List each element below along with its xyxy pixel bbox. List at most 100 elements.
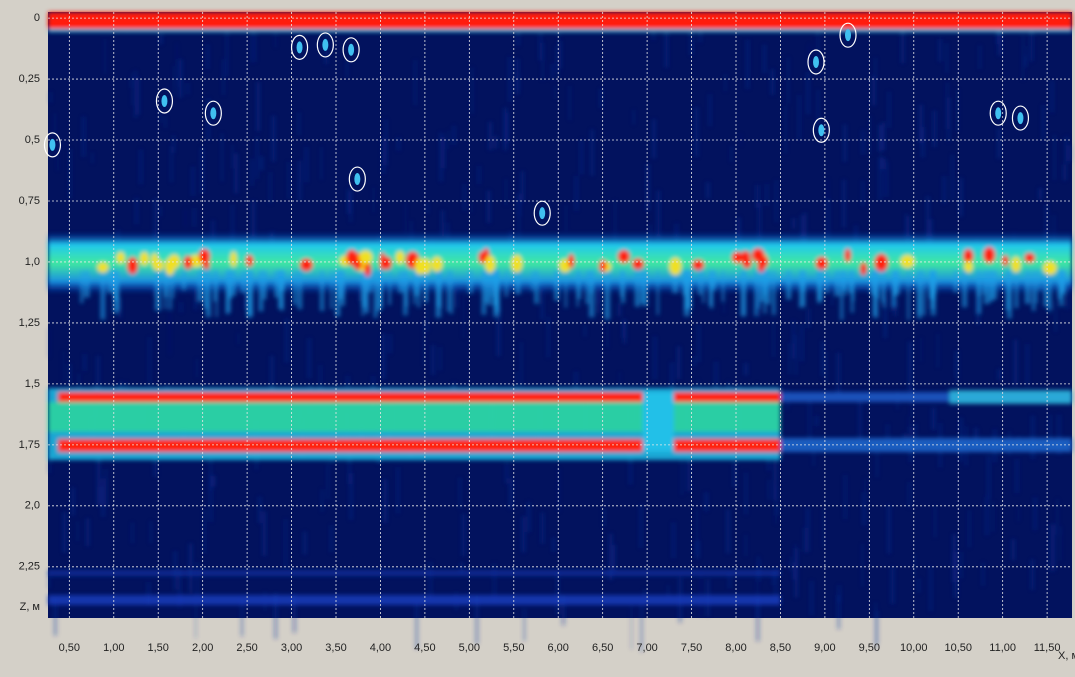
layer-streak bbox=[851, 270, 854, 313]
texture bbox=[1054, 135, 1056, 180]
texture bbox=[169, 308, 170, 355]
layer-streak bbox=[802, 270, 806, 307]
texture bbox=[795, 335, 797, 375]
layer-streak bbox=[169, 270, 172, 309]
layer-hot bbox=[692, 260, 704, 270]
x-tick-label: 2,00 bbox=[192, 642, 213, 654]
texture bbox=[1031, 416, 1034, 459]
texture bbox=[137, 77, 140, 114]
layer-streak bbox=[274, 270, 278, 298]
texture bbox=[979, 45, 981, 69]
texture bbox=[785, 106, 786, 154]
texture bbox=[955, 351, 956, 378]
layer-streak bbox=[293, 270, 297, 305]
texture bbox=[793, 562, 797, 580]
texture bbox=[951, 155, 953, 201]
texture bbox=[509, 478, 512, 508]
layer-streak bbox=[436, 270, 442, 318]
layer-streak bbox=[657, 270, 659, 315]
texture bbox=[884, 159, 886, 197]
layer-hot bbox=[184, 256, 193, 269]
texture bbox=[298, 161, 301, 201]
chart: Z, м X, м 0,501,001,502,002,503,003,504,… bbox=[0, 0, 1075, 677]
texture bbox=[1014, 340, 1018, 386]
texture bbox=[71, 487, 74, 515]
texture bbox=[959, 178, 963, 217]
texture bbox=[837, 595, 840, 629]
texture bbox=[139, 149, 142, 184]
texture bbox=[817, 28, 819, 60]
layer-streak bbox=[1038, 270, 1040, 291]
texture bbox=[590, 130, 593, 176]
x-tick-label: 0,50 bbox=[59, 642, 80, 654]
layer-streak bbox=[398, 270, 403, 293]
anomaly-spot bbox=[539, 207, 545, 219]
texture bbox=[554, 86, 555, 99]
y-tick-label: 2,0 bbox=[25, 500, 40, 512]
texture bbox=[541, 513, 544, 544]
anomaly-spot bbox=[348, 44, 354, 56]
texture bbox=[607, 314, 608, 347]
texture bbox=[633, 110, 635, 125]
texture bbox=[463, 293, 464, 338]
texture bbox=[908, 482, 910, 508]
texture bbox=[842, 180, 845, 228]
texture bbox=[639, 504, 642, 548]
y-tick-label: 0,5 bbox=[25, 134, 40, 146]
texture bbox=[346, 60, 348, 77]
layer-hot bbox=[816, 257, 828, 270]
y-tick-label: 2,25 bbox=[19, 561, 40, 573]
texture bbox=[804, 528, 806, 552]
texture bbox=[858, 401, 861, 444]
layer-streak bbox=[772, 270, 776, 315]
layer-streak bbox=[374, 270, 378, 318]
layer-hot bbox=[169, 254, 180, 268]
texture bbox=[49, 92, 51, 103]
texture bbox=[580, 140, 583, 175]
layer-streak bbox=[620, 270, 623, 297]
texture bbox=[431, 345, 434, 375]
layer-streak bbox=[172, 270, 174, 298]
texture bbox=[1016, 458, 1019, 493]
texture bbox=[382, 138, 385, 175]
layer-streak bbox=[216, 270, 218, 317]
layer-streak bbox=[722, 270, 725, 302]
texture bbox=[191, 167, 194, 197]
layer-streak bbox=[330, 270, 333, 309]
layer-hot bbox=[901, 255, 915, 268]
texture bbox=[193, 208, 195, 227]
layer-hot bbox=[511, 255, 522, 273]
layer-hot bbox=[669, 258, 681, 276]
texture bbox=[189, 543, 193, 591]
texture bbox=[77, 521, 78, 541]
layer-streak bbox=[424, 270, 428, 302]
texture bbox=[672, 522, 675, 558]
texture bbox=[874, 58, 876, 79]
layer-streak bbox=[493, 270, 499, 317]
texture bbox=[551, 64, 553, 80]
texture bbox=[542, 43, 544, 81]
layer-streak bbox=[1025, 270, 1031, 304]
texture bbox=[687, 458, 691, 491]
texture bbox=[887, 505, 890, 554]
y-tick-label: 0 bbox=[34, 12, 40, 24]
layer-streak bbox=[226, 270, 231, 313]
layer-hot bbox=[140, 252, 149, 266]
texture bbox=[517, 33, 520, 46]
texture bbox=[255, 32, 256, 62]
texture bbox=[929, 566, 932, 612]
layer-streak bbox=[1036, 270, 1038, 304]
texture bbox=[789, 343, 791, 374]
texture bbox=[405, 203, 406, 233]
layer-hot bbox=[758, 255, 768, 267]
layer-streak bbox=[320, 270, 324, 311]
texture bbox=[207, 44, 209, 69]
texture bbox=[298, 112, 300, 135]
texture bbox=[272, 116, 276, 162]
texture bbox=[238, 333, 239, 344]
texture bbox=[1050, 524, 1052, 572]
layer-streak bbox=[931, 270, 936, 300]
texture bbox=[321, 147, 323, 180]
anomaly-spot bbox=[818, 124, 824, 136]
layer-hot bbox=[983, 247, 995, 263]
